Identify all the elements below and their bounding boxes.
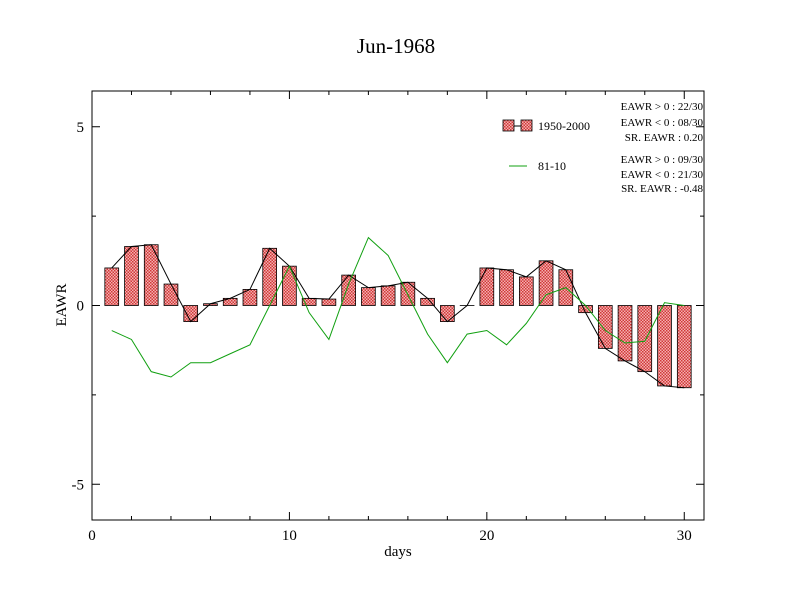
y-axis-label: EAWR [54,284,70,327]
bar-day-21 [499,269,514,306]
bar-day-22 [519,276,534,306]
legend-label-1950-2000: 1950-2000 [538,119,590,133]
bar-day-10 [282,265,297,306]
legend-label-81-10: 81-10 [538,159,566,173]
bar-day-1 [104,267,120,306]
bar-day-4 [163,283,179,306]
line-group [111,236,685,389]
bar-day-29 [657,305,672,387]
bar-day-28 [637,305,653,373]
x-tick-label-30: 30 [677,528,692,544]
x-tick-label-10: 10 [282,528,297,544]
line-series-1950-2000 [111,244,685,389]
stat-set1-negative: EAWR < 0 : 08/30 [621,117,704,129]
bar-day-18 [440,305,455,322]
axis-ticks: 0 10 20 30 5 0 -5 [72,91,704,544]
stats-block: EAWR > 0 : 22/30 EAWR < 0 : 08/30 SR. EA… [621,101,704,195]
x-tick-label-20: 20 [479,528,494,544]
bar-day-12 [321,298,337,306]
bar-day-5 [183,305,199,322]
bar-day-2 [124,246,139,306]
stat-set2-positive: EAWR > 0 : 09/30 [621,154,704,166]
bar-day-30 [676,305,692,389]
bar-day-26 [597,305,613,349]
line-series-81-10 [111,236,685,378]
y-tick-label-1: 0 [77,299,85,315]
stat-set1-sr: SR. EAWR : 0.20 [625,132,704,144]
bar-day-15 [380,285,396,306]
y-tick-label-2: -5 [72,477,85,493]
stat-set2-sr: SR. EAWR : -0.48 [621,183,703,195]
y-tick-label-0: 5 [77,120,85,136]
legend-bar-swatch-2 [520,119,533,132]
chart-title: Jun-1968 [357,34,435,58]
bar-series-1950-2000 [104,244,692,389]
bar-day-14 [361,287,376,306]
stat-set2-negative: EAWR < 0 : 21/30 [621,169,704,181]
stat-set1-positive: EAWR > 0 : 22/30 [621,101,704,113]
legend: 1950-2000 81-10 [502,119,590,173]
x-tick-label-0: 0 [88,528,96,544]
legend-bar-swatch-1 [502,119,515,132]
x-axis-label: days [384,544,412,560]
bar-day-13 [341,274,356,306]
bar-day-23 [538,260,554,306]
bar-day-27 [617,305,633,362]
bar-day-20 [479,267,495,306]
